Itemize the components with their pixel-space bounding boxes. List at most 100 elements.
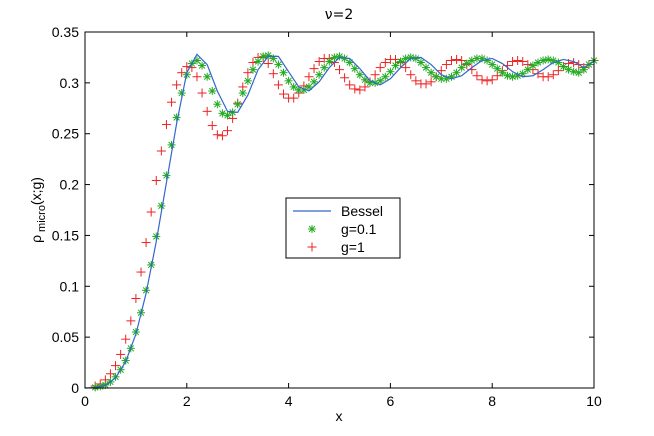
- y-axis-label-subscript: micro: [36, 205, 48, 232]
- g01-point-d: [326, 58, 333, 65]
- g01-point: [386, 67, 395, 76]
- g01-point: [259, 52, 268, 61]
- g01-point: [325, 57, 334, 66]
- g01-point: [198, 61, 207, 70]
- g01-point-d: [366, 79, 374, 87]
- g01-point: [315, 70, 324, 79]
- g01-point: [213, 100, 222, 109]
- g01-point: [493, 64, 502, 73]
- g01-point-d: [432, 73, 440, 81]
- g1-point: [136, 267, 146, 277]
- g01-point-d: [244, 77, 252, 85]
- g1-point: [304, 72, 314, 82]
- g01-point-d: [402, 55, 409, 62]
- g1-point: [477, 75, 487, 85]
- g01-point-d: [264, 52, 272, 59]
- g01-point-d: [387, 68, 394, 75]
- g1-point: [121, 334, 131, 344]
- g01-point: [422, 63, 431, 72]
- g01-point-d: [219, 110, 226, 117]
- g01-point: [284, 76, 293, 85]
- legend-label-g1: g=1: [341, 239, 365, 255]
- g01-point-d: [458, 64, 465, 71]
- g1-point: [345, 80, 355, 90]
- g01-point-d: [234, 100, 241, 108]
- g1-point: [126, 316, 136, 326]
- g1-point: [273, 80, 283, 90]
- g1-point: [248, 58, 258, 68]
- g1-point: [380, 58, 390, 68]
- g01-point-d: [153, 233, 160, 240]
- g01-point-d: [499, 69, 506, 76]
- g01-point-d: [193, 57, 201, 64]
- g01-point-d: [473, 55, 481, 62]
- g01-point: [350, 64, 359, 73]
- g01-point: [544, 55, 553, 64]
- g1-point: [533, 69, 543, 79]
- g01-point: [569, 67, 578, 76]
- g01-point-d: [422, 64, 430, 71]
- g01-point-d: [331, 54, 338, 61]
- g01-point-d: [275, 61, 282, 68]
- g01-point: [238, 89, 247, 98]
- g01-point-d: [550, 57, 557, 64]
- g1-point: [457, 55, 467, 65]
- g01-point: [264, 51, 273, 60]
- g1-point: [421, 79, 431, 89]
- g01-point-d: [290, 83, 297, 91]
- series-layer: [84, 51, 599, 392]
- g01-point: [243, 76, 252, 85]
- g01-point-d: [203, 73, 211, 81]
- g01-point-d: [315, 71, 323, 78]
- y-tick-label: 0.05: [52, 329, 79, 345]
- g1-point: [518, 56, 528, 66]
- g1-point: [212, 130, 222, 140]
- g1-point: [370, 70, 380, 80]
- g01-point-d: [544, 56, 552, 63]
- g01-point: [289, 82, 298, 91]
- g01-point: [162, 171, 171, 180]
- legend-label-bessel: Bessel: [341, 203, 383, 219]
- g1-point: [192, 72, 202, 82]
- g01-point-d: [524, 66, 532, 73]
- g1-point: [105, 369, 115, 379]
- series-0: [84, 53, 595, 389]
- g01-point-d: [509, 73, 516, 81]
- g1-point: [350, 84, 360, 94]
- g1-point: [553, 66, 563, 76]
- g01-point-d: [417, 59, 425, 66]
- legend-swatches: [293, 210, 331, 252]
- g01-point-d: [351, 65, 359, 72]
- g1-point: [340, 73, 350, 83]
- x-tick-label: 4: [285, 393, 293, 409]
- g01-point-d: [453, 69, 460, 76]
- g01-point: [391, 61, 400, 70]
- legend-swatch-g1: [307, 242, 317, 252]
- g01-point: [274, 60, 283, 69]
- g1-point: [309, 64, 319, 74]
- g1-point: [141, 238, 151, 248]
- g01-point-d: [198, 62, 206, 69]
- g01-point: [381, 72, 390, 81]
- x-tick-label: 6: [387, 393, 395, 409]
- g01-point-d: [320, 64, 328, 71]
- g01-point-d: [478, 55, 486, 62]
- legend: Bessel g=0.1 g=1: [285, 197, 401, 259]
- g1-point: [482, 76, 492, 86]
- y-axis-label: ρ micro(x;g): [28, 177, 48, 243]
- g1-point: [131, 293, 141, 303]
- g1-point: [472, 71, 482, 81]
- g01-point: [248, 65, 257, 74]
- ticks-layer: 0 2 4 6 8 10 0 0.05 0.1 0.15 0.2 0.25 0.3 0.35: [52, 24, 602, 409]
- g01-point: [401, 54, 410, 63]
- g01-point: [376, 76, 385, 85]
- g01-point: [462, 59, 471, 68]
- g1-point: [111, 361, 121, 371]
- g01-point-d: [300, 86, 308, 94]
- g01-point: [208, 86, 217, 95]
- g1-point: [375, 63, 385, 73]
- g1-point: [161, 120, 171, 130]
- g1-point: [207, 121, 217, 131]
- g01-point-d: [463, 60, 471, 67]
